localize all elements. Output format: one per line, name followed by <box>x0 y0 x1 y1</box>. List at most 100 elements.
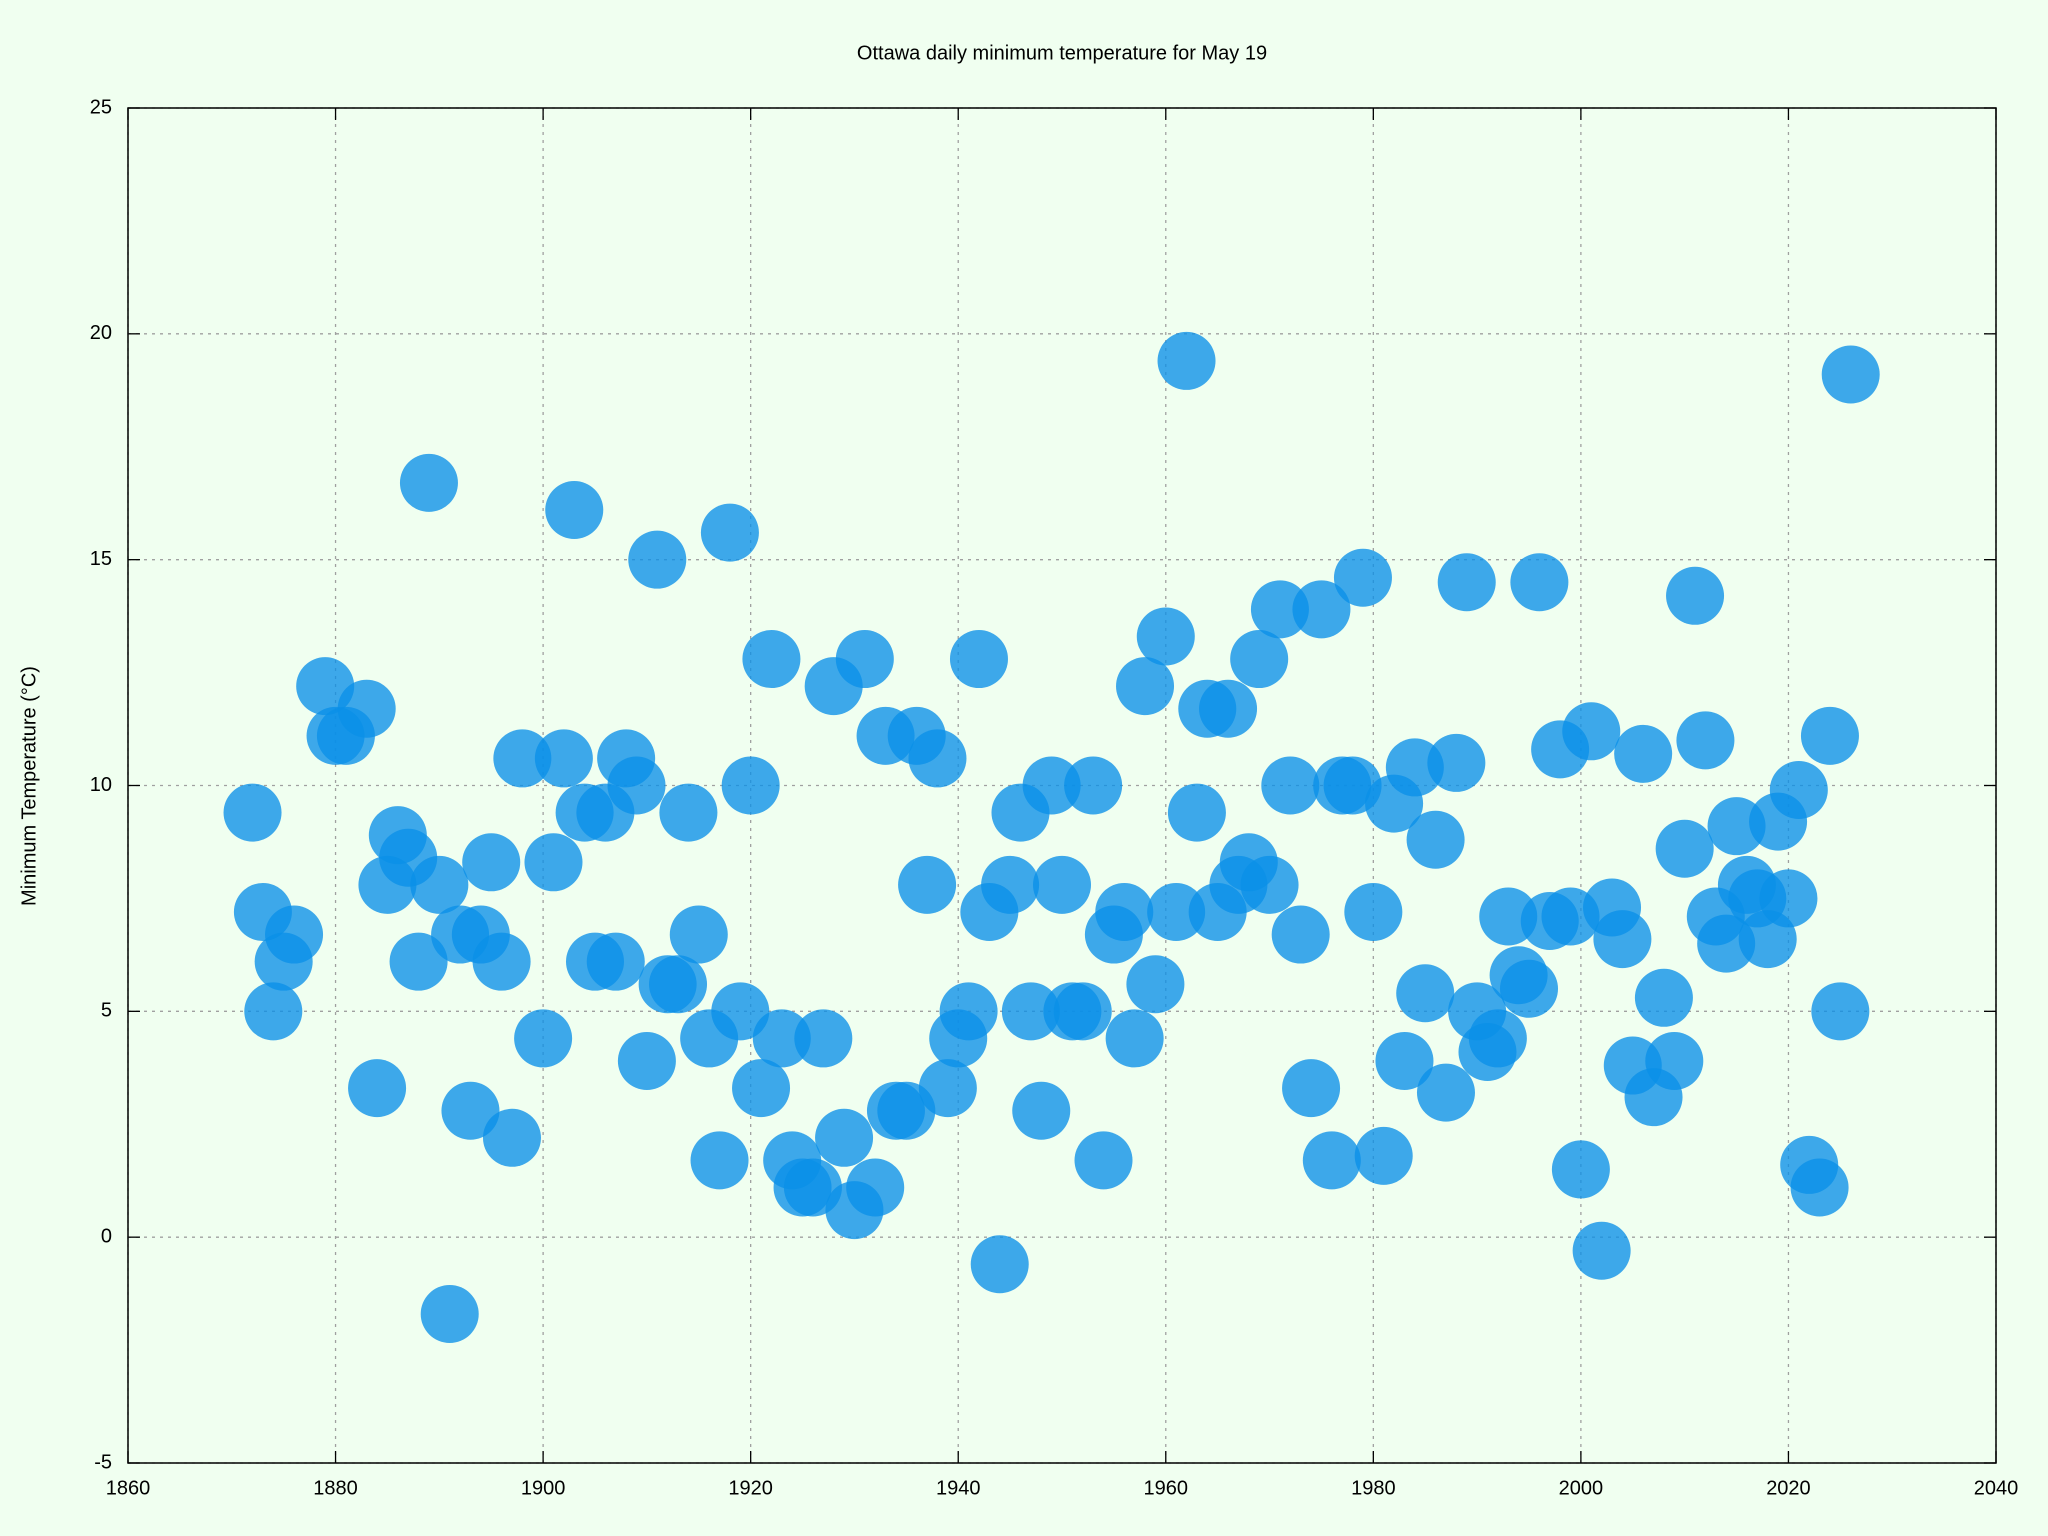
y-axis-label: Minimum Temperature (°C) <box>18 666 40 906</box>
point <box>482 1108 541 1167</box>
point <box>545 480 604 539</box>
point <box>908 729 967 788</box>
point <box>918 1059 977 1118</box>
point <box>1157 331 1216 390</box>
point <box>1344 882 1403 941</box>
point <box>524 833 583 892</box>
point <box>1012 1081 1071 1140</box>
x-tick-label: 1980 <box>1351 1477 1396 1499</box>
point <box>898 855 957 914</box>
point <box>1468 1009 1527 1068</box>
point <box>970 1235 1029 1294</box>
point <box>690 1131 749 1190</box>
point <box>1759 869 1818 928</box>
point <box>721 756 780 815</box>
y-tick-label: 10 <box>90 774 112 796</box>
x-tick-label: 1960 <box>1144 1477 1189 1499</box>
point <box>835 630 894 689</box>
x-tick-label: 1880 <box>313 1477 358 1499</box>
point <box>1001 982 1060 1041</box>
point <box>700 503 759 562</box>
point <box>732 1059 791 1118</box>
x-tick-label: 1940 <box>936 1477 981 1499</box>
point <box>1053 982 1112 1041</box>
x-tick-label: 2020 <box>1766 1477 1811 1499</box>
x-tick-label: 1860 <box>106 1477 151 1499</box>
y-tick-label: 25 <box>90 96 112 118</box>
point <box>1406 810 1465 869</box>
point <box>1811 982 1870 1041</box>
point <box>1593 910 1652 969</box>
point <box>1271 905 1330 964</box>
point <box>1510 553 1569 612</box>
point <box>742 630 801 689</box>
x-tick-label: 1900 <box>521 1477 566 1499</box>
plot-frame <box>127 107 1997 1464</box>
point <box>410 855 469 914</box>
y-tick-label: 5 <box>101 1000 112 1022</box>
point <box>514 1009 573 1068</box>
point <box>1375 1032 1434 1091</box>
point <box>1147 882 1206 941</box>
point <box>1354 1126 1413 1185</box>
point <box>420 1284 479 1343</box>
x-tick-label: 2040 <box>1974 1477 2019 1499</box>
point <box>1645 1032 1704 1091</box>
point <box>1572 1221 1631 1280</box>
point <box>1033 855 1091 914</box>
point <box>1676 711 1735 770</box>
point <box>1666 566 1725 625</box>
point <box>1064 756 1123 815</box>
y-tick-label: 20 <box>90 322 112 344</box>
point <box>649 955 708 1014</box>
point <box>265 905 324 964</box>
point <box>462 833 521 892</box>
point <box>1230 630 1289 689</box>
point <box>607 756 666 815</box>
point <box>337 679 396 738</box>
point <box>939 982 998 1041</box>
point <box>1427 733 1486 792</box>
point <box>1437 553 1496 612</box>
point <box>1769 761 1828 820</box>
y-tick-label: -5 <box>94 1451 112 1473</box>
point <box>1261 756 1320 815</box>
point <box>244 982 303 1041</box>
point <box>1095 882 1154 941</box>
point <box>1136 607 1195 666</box>
point <box>1074 1131 1133 1190</box>
point <box>1790 1158 1849 1217</box>
point <box>949 630 1008 689</box>
point <box>1396 964 1455 1023</box>
chart-title: Ottawa daily minimum temperature for May… <box>857 42 1267 64</box>
point <box>1551 1140 1610 1199</box>
point <box>472 932 531 991</box>
point <box>1167 783 1226 842</box>
point <box>815 1108 874 1167</box>
point <box>669 905 728 964</box>
point <box>1116 657 1175 716</box>
point <box>1333 548 1392 607</box>
point <box>1634 968 1693 1027</box>
point <box>389 932 448 991</box>
point <box>1614 724 1673 783</box>
point <box>534 729 593 788</box>
point <box>441 1081 500 1140</box>
point <box>846 1158 905 1217</box>
point <box>1500 959 1558 1018</box>
point <box>794 1009 853 1068</box>
point <box>1126 955 1185 1014</box>
point <box>1800 706 1859 765</box>
x-tick-label: 1920 <box>728 1477 773 1499</box>
point <box>752 1009 811 1068</box>
point <box>1655 819 1714 878</box>
y-tick-label: 15 <box>90 548 112 570</box>
point <box>1240 855 1299 914</box>
point <box>1199 679 1258 738</box>
point <box>493 729 552 788</box>
point <box>659 783 718 842</box>
point <box>1416 1063 1475 1122</box>
point <box>586 932 645 991</box>
